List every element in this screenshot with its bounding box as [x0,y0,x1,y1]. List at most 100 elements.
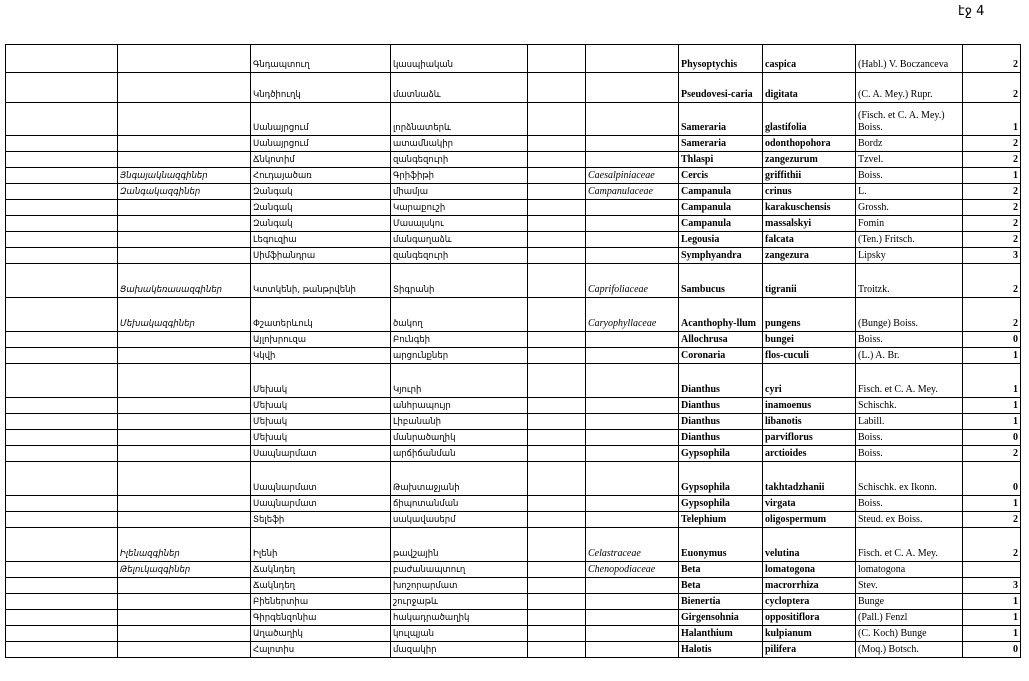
author-cell: Boiss. [855,495,963,512]
species-cell: oligospermum [762,511,856,528]
first-col-cell [5,511,118,528]
armenian-species-cell: ատամնակիր [390,135,528,152]
latin-family-cell [585,577,679,594]
author-cell: Steud. ex Boiss. [855,511,963,528]
latin-family-cell [585,72,679,103]
table-row: Ցախակեռասազգիներ Կտտկենի, թանթրվենի Տիգրան… [5,263,1021,298]
armenian-family-cell: Յնգայակնազգիներ [117,167,251,184]
latin-family-cell [585,331,679,348]
first-col-cell [5,44,118,73]
armenian-species-cell: Կյուրի [390,363,528,398]
genus-cell: Dianthus [678,363,763,398]
count-cell: 2 [962,231,1021,248]
table-row: Զանգակ Մասալսկու Campanula massalskyi Fomin 2 [5,215,1021,232]
genus-cell: Coronaria [678,347,763,364]
armenian-genus-cell: Սապնարմատ [250,445,391,462]
count-cell: 1 [962,397,1021,414]
species-cell: caspica [762,44,856,73]
genus-cell: Physoptychis [678,44,763,73]
count-cell: 2 [962,72,1021,103]
species-cell: virgata [762,495,856,512]
latin-family-cell [585,641,679,658]
first-col-cell [5,577,118,594]
species-cell: flos-cuculi [762,347,856,364]
author-cell: (L.) A. Br. [855,347,963,364]
count-cell: 1 [962,625,1021,642]
genus-cell: Halanthium [678,625,763,642]
table-row: Սանայրցում լորձնատերև Sameraria glastifolia… [5,102,1021,136]
species-cell: odonthopohora [762,135,856,152]
armenian-species-cell: արցունքներ [390,347,528,364]
latin-family-cell [585,347,679,364]
first-col-cell [5,625,118,642]
first-col-cell [5,461,118,496]
latin-family-cell [585,151,679,168]
species-cell: zangezura [762,247,856,264]
table-row: Իլենազգիներ Իլենի թավշային Celastraceae Euon… [5,527,1021,562]
table-row: Աղածաղիկ կուլպյան Halanthium kulpianum (C. K… [5,625,1021,642]
armenian-family-cell [117,44,251,73]
table-row: Տելեֆի սակավասերմ Telephium oligospermum Ste… [5,511,1021,528]
genus-cell: Campanula [678,215,763,232]
genus-cell: Cercis [678,167,763,184]
author-cell: Boiss. [855,429,963,446]
armenian-species-cell: Տիգրանի [390,263,528,298]
latin-family-cell: Campanulaceae [585,183,679,200]
table-row: Սապնարմատ արճիճանման Gypsophila arctioides B… [5,445,1021,462]
blank-cell [527,577,586,594]
blank-cell [527,183,586,200]
armenian-species-cell: անհրապույր [390,397,528,414]
count-cell: 2 [962,297,1021,332]
first-col-cell [5,231,118,248]
armenian-family-cell [117,151,251,168]
latin-family-cell [585,429,679,446]
table-row: Այլոխրուզա Բունգեի Allochrusa bungei Boiss. 0 [5,331,1021,348]
first-col-cell [5,247,118,264]
count-cell: 1 [962,347,1021,364]
armenian-genus-cell: Զանգակ [250,183,391,200]
armenian-family-cell [117,363,251,398]
latin-family-cell [585,199,679,216]
armenian-family-cell: Թելուկազգիներ [117,561,251,578]
genus-cell: Bienertia [678,593,763,610]
armenian-genus-cell: Մեխակ [250,363,391,398]
first-col-cell [5,495,118,512]
count-cell: 2 [962,135,1021,152]
armenian-family-cell [117,445,251,462]
latin-family-cell [585,215,679,232]
count-cell: 3 [962,247,1021,264]
author-cell: Bordz [855,135,963,152]
genus-cell: Allochrusa [678,331,763,348]
armenian-genus-cell: Իլենի [250,527,391,562]
armenian-family-cell [117,102,251,136]
genus-cell: Campanula [678,183,763,200]
armenian-family-cell [117,247,251,264]
armenian-genus-cell: Սապնարմատ [250,495,391,512]
count-cell: 2 [962,215,1021,232]
count-cell: 2 [962,44,1021,73]
blank-cell [527,413,586,430]
armenian-genus-cell: Լեգուզիա [250,231,391,248]
first-col-cell [5,199,118,216]
latin-family-cell [585,231,679,248]
species-cell: griffithii [762,167,856,184]
armenian-genus-cell: Ճակնդեղ [250,577,391,594]
first-col-cell [5,593,118,610]
blank-cell [527,331,586,348]
armenian-species-cell: ճիպոտանման [390,495,528,512]
count-cell: 1 [962,413,1021,430]
table-row: Մեխակ անհրապույր Dianthus inamoenus Schischk… [5,397,1021,414]
table-row: Հալոտիս մազակիր Halotis pilifera (Moq.) Bots… [5,641,1021,658]
blank-cell [527,625,586,642]
first-col-cell [5,102,118,136]
first-col-cell [5,527,118,562]
armenian-genus-cell: Սապնարմատ [250,461,391,496]
armenian-family-cell [117,577,251,594]
species-cell: bungei [762,331,856,348]
author-cell: (Bunge) Boiss. [855,297,963,332]
genus-cell: Gypsophila [678,495,763,512]
table-row: Թելուկազգիներ Ճակնդեղ բաժանապտուղ Chenopodi… [5,561,1021,578]
armenian-genus-cell: Կտտկենի, թանթրվենի [250,263,391,298]
armenian-species-cell: մատնաձև [390,72,528,103]
genus-cell: Campanula [678,199,763,216]
